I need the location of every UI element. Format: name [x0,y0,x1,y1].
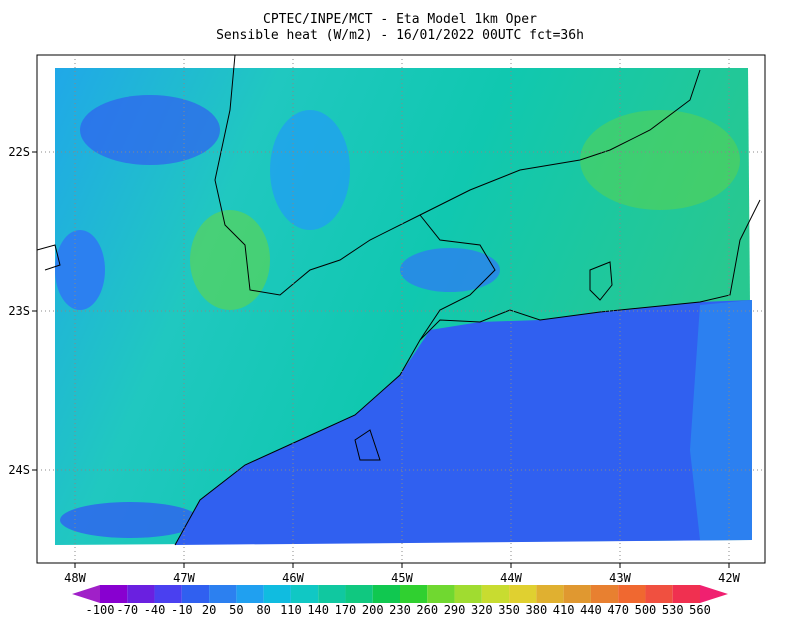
colorbar-label: 320 [471,603,493,617]
colorbar-label: 200 [362,603,384,617]
longitude-label: 43W [609,571,631,585]
colorbar-label: 110 [280,603,302,617]
patch [60,502,200,538]
colorbar-label: 260 [416,603,438,617]
colorbar-label: 80 [256,603,270,617]
colorbar-box [672,585,700,603]
colorbar-label: 170 [335,603,357,617]
longitude-label: 48W [64,571,86,585]
patch [580,110,740,210]
subtitle: Sensible heat (W/m2) - 16/01/2022 00UTC … [216,28,584,43]
longitude-label: 44W [500,571,522,585]
latitude-label: 23S [8,304,30,318]
colorbar-box [290,585,319,603]
patch [55,230,105,310]
longitude-label: 45W [391,571,413,585]
state-border [36,244,61,271]
colorbar-label: 470 [607,603,629,617]
colorbar-label: -10 [171,603,193,617]
longitude-label: 42W [718,571,740,585]
colorbar-label: 230 [389,603,411,617]
colorbar-label: 440 [580,603,602,617]
colorbar-box [154,585,182,603]
colorbar-label: 380 [526,603,548,617]
colorbar-label: 350 [498,603,520,617]
colorbar-box [372,585,400,603]
colorbar-box [454,585,482,603]
colorbar-box [563,585,591,603]
ocean [175,300,752,545]
colorbar-label: 410 [553,603,575,617]
colorbar-box [318,585,346,603]
ocean-shelf [690,300,752,540]
colorbar-label: 290 [444,603,466,617]
colorbar-box [509,585,537,603]
colorbar-arrow [72,585,100,603]
patch [400,248,500,292]
colorbar-label: 500 [635,603,657,617]
longitude-label: 47W [173,571,195,585]
state-border [419,214,496,341]
coastline [174,199,761,546]
patch [190,210,270,310]
colorbar-box [400,585,428,603]
colorbar-box [181,585,210,603]
colorbar-box [127,585,155,603]
island [354,429,381,461]
patch [80,95,220,165]
colorbar-box [236,585,264,603]
graticule: 48W 47W 46W 45W 44W 43W 42W 22S 23S 24S [8,55,765,585]
colorbar-box [645,585,673,603]
colorbar-box [590,585,619,603]
colorbar-label: 20 [202,603,216,617]
colorbar-arrow [700,585,728,603]
colorbar-label: 140 [307,603,329,617]
colorbar-box [427,585,455,603]
colorbar-box [536,585,564,603]
title: CPTEC/INPE/MCT - Eta Model 1km Oper [263,12,537,27]
colorbar-label: 50 [229,603,243,617]
state-border [214,54,701,296]
colorbar-label: 530 [662,603,684,617]
colorbar-box [263,585,291,603]
patch [270,110,350,230]
colorbar-box [345,585,373,603]
colorbar-box [100,585,128,603]
colorbar-box [481,585,510,603]
colorbar-label: -100 [86,603,115,617]
boundaries [36,54,761,546]
colorbar-label: -40 [144,603,166,617]
lagoon [589,261,613,301]
latitude-label: 24S [8,463,30,477]
colorbar-box [618,585,646,603]
map-field [55,68,752,545]
longitude-label: 46W [282,571,304,585]
colorbar-box [209,585,237,603]
colorbar-label: -70 [116,603,138,617]
colorbar: -100 -70 -40 -10 20 50 80 110 140 170 200 230 260 290… [72,585,728,617]
latitude-label: 22S [8,145,30,159]
colorbar-label: 560 [689,603,711,617]
